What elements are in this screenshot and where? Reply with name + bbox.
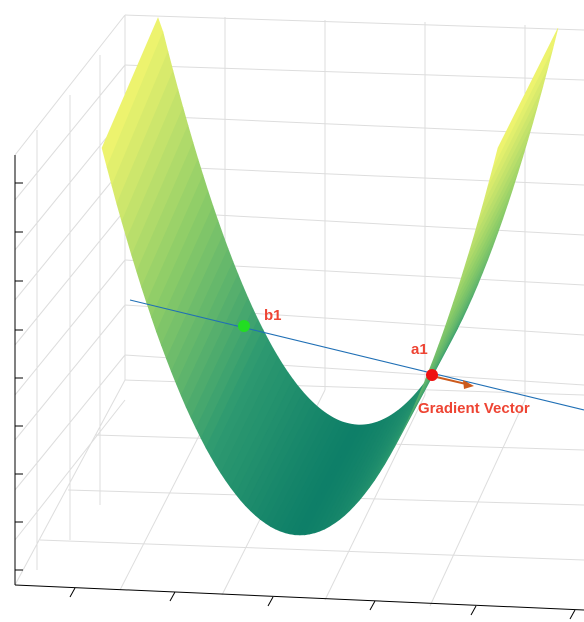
point-a1-label: a1 <box>411 341 428 358</box>
surface-band <box>448 187 514 318</box>
surface-band <box>492 27 559 168</box>
surface-band <box>477 85 544 222</box>
surface-band <box>473 104 539 239</box>
surface-band <box>443 203 509 332</box>
x-axis-tick <box>169 591 176 602</box>
plot-axes <box>14 155 584 611</box>
gradient-vector-label: Gradient Vector <box>418 400 530 417</box>
left-wall-grid <box>14 14 126 570</box>
surface-band <box>453 172 519 303</box>
x-axis-tick <box>470 605 477 616</box>
x-axis-tick <box>369 600 376 611</box>
x-axis-tick <box>569 609 576 620</box>
surface-mesh <box>101 17 559 536</box>
point-b1 <box>238 320 250 332</box>
point-a1 <box>426 369 438 381</box>
axis-ticks <box>15 182 576 620</box>
x-axis-tick <box>267 596 274 607</box>
x-axis-tick <box>69 587 76 598</box>
x-axis <box>14 584 584 611</box>
point-b1-label: b1 <box>264 307 282 324</box>
line-through-points <box>129 299 584 411</box>
gradient-vector <box>431 375 474 389</box>
